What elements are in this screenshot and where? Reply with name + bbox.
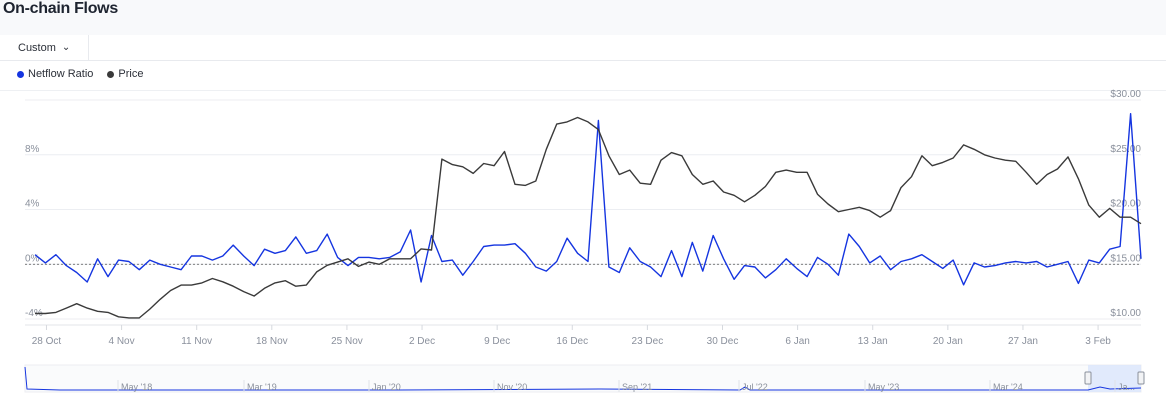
x-axis-tick-label: 25 Nov — [331, 336, 363, 347]
legend-item-netflow-ratio[interactable]: Netflow Ratio — [17, 68, 93, 80]
left-axis: -4% 0% 4% 8% — [25, 144, 43, 319]
series-line-price — [35, 116, 1142, 319]
x-axis-tick-label: 28 Oct — [32, 336, 62, 347]
navigator-handle-left[interactable] — [1084, 371, 1092, 385]
x-axis: 28 Oct 4 Nov 11 Nov 18 Nov 25 Nov 2 Dec 9 Dec 1… — [32, 325, 1111, 347]
left-axis-tick-label: 0% — [25, 253, 40, 264]
right-axis-tick-label: $25.00 — [1110, 144, 1141, 155]
navigator-label: Nov '20 — [497, 382, 527, 392]
left-axis-tick-label: 4% — [25, 199, 40, 210]
navigator-label: Jan '20 — [372, 382, 401, 392]
chart-legend: Netflow Ratio Price — [17, 68, 143, 80]
x-axis-tick-label: 16 Dec — [556, 336, 588, 347]
right-axis-tick-label: $30.00 — [1110, 89, 1141, 100]
legend-item-price[interactable]: Price — [107, 68, 143, 80]
right-axis-tick-label: $20.00 — [1110, 199, 1141, 210]
page-title: On-chain Flows — [3, 0, 118, 17]
legend-label: Netflow Ratio — [28, 68, 94, 80]
right-axis: $10.00 $15.00 $20.00 $25.00 $30.00 — [1110, 89, 1141, 319]
x-axis-tick-label: 13 Jan — [858, 336, 888, 347]
navigator-handle-right[interactable] — [1137, 371, 1145, 385]
grid-lines — [25, 99, 1141, 326]
navigator-track — [24, 364, 1142, 393]
navigator-label: Sep '21 — [622, 382, 652, 392]
navigator-label: May '23 — [868, 382, 899, 392]
navigator-label: Jul '22 — [742, 382, 768, 392]
range-navigator: May '18 Mar '19 Jan '20 Nov '20 Sep '21 Jul '… — [24, 364, 1145, 393]
series-line-netflow-ratio — [34, 112, 1142, 286]
legend-divider — [0, 90, 1166, 91]
x-axis-tick-label: 3 Feb — [1085, 336, 1111, 347]
x-axis-tick-label: 30 Dec — [707, 336, 739, 347]
x-axis-tick-label: 27 Jan — [1008, 336, 1038, 347]
navigator-label: May '18 — [121, 382, 152, 392]
navigator-label: Ja... — [1118, 382, 1135, 392]
x-axis-tick-label: 20 Jan — [933, 336, 963, 347]
x-axis-tick-label: 9 Dec — [484, 336, 510, 347]
x-axis-tick-label: 18 Nov — [256, 336, 288, 347]
x-axis-tick-label: 23 Dec — [632, 336, 664, 347]
date-range-dropdown[interactable]: Custom ⌄ — [3, 35, 89, 60]
legend-marker — [107, 70, 115, 78]
chart-area: -4% 0% 4% 8% $10.00 $15.00 $20.00 $25.00 $30.00… — [24, 89, 1145, 393]
x-axis-tick-label: 11 Nov — [181, 336, 212, 347]
series-lines — [34, 112, 1142, 319]
chevron-down-icon: ⌄ — [61, 42, 71, 53]
navigator-label: Mar '24 — [993, 382, 1023, 392]
left-axis-tick-label: 8% — [25, 144, 40, 155]
x-axis-tick-label: 4 Nov — [109, 336, 135, 347]
navigator-series-line — [24, 366, 1142, 391]
navigator-label: Mar '19 — [247, 382, 277, 392]
right-axis-tick-label: $15.00 — [1110, 253, 1141, 264]
x-axis-tick-label: 2 Dec — [409, 336, 435, 347]
chart-toolbar: Custom ⌄ — [0, 35, 1166, 61]
date-range-label: Custom — [18, 41, 56, 54]
right-axis-tick-label: $10.00 — [1110, 308, 1141, 319]
legend-marker — [17, 70, 24, 78]
x-axis-tick-label: 6 Jan — [785, 336, 809, 347]
chart-card: Custom ⌄ Netflow Ratio Price — [0, 35, 1166, 415]
left-axis-tick-label: -4% — [25, 308, 43, 319]
legend-label: Price — [118, 68, 144, 80]
